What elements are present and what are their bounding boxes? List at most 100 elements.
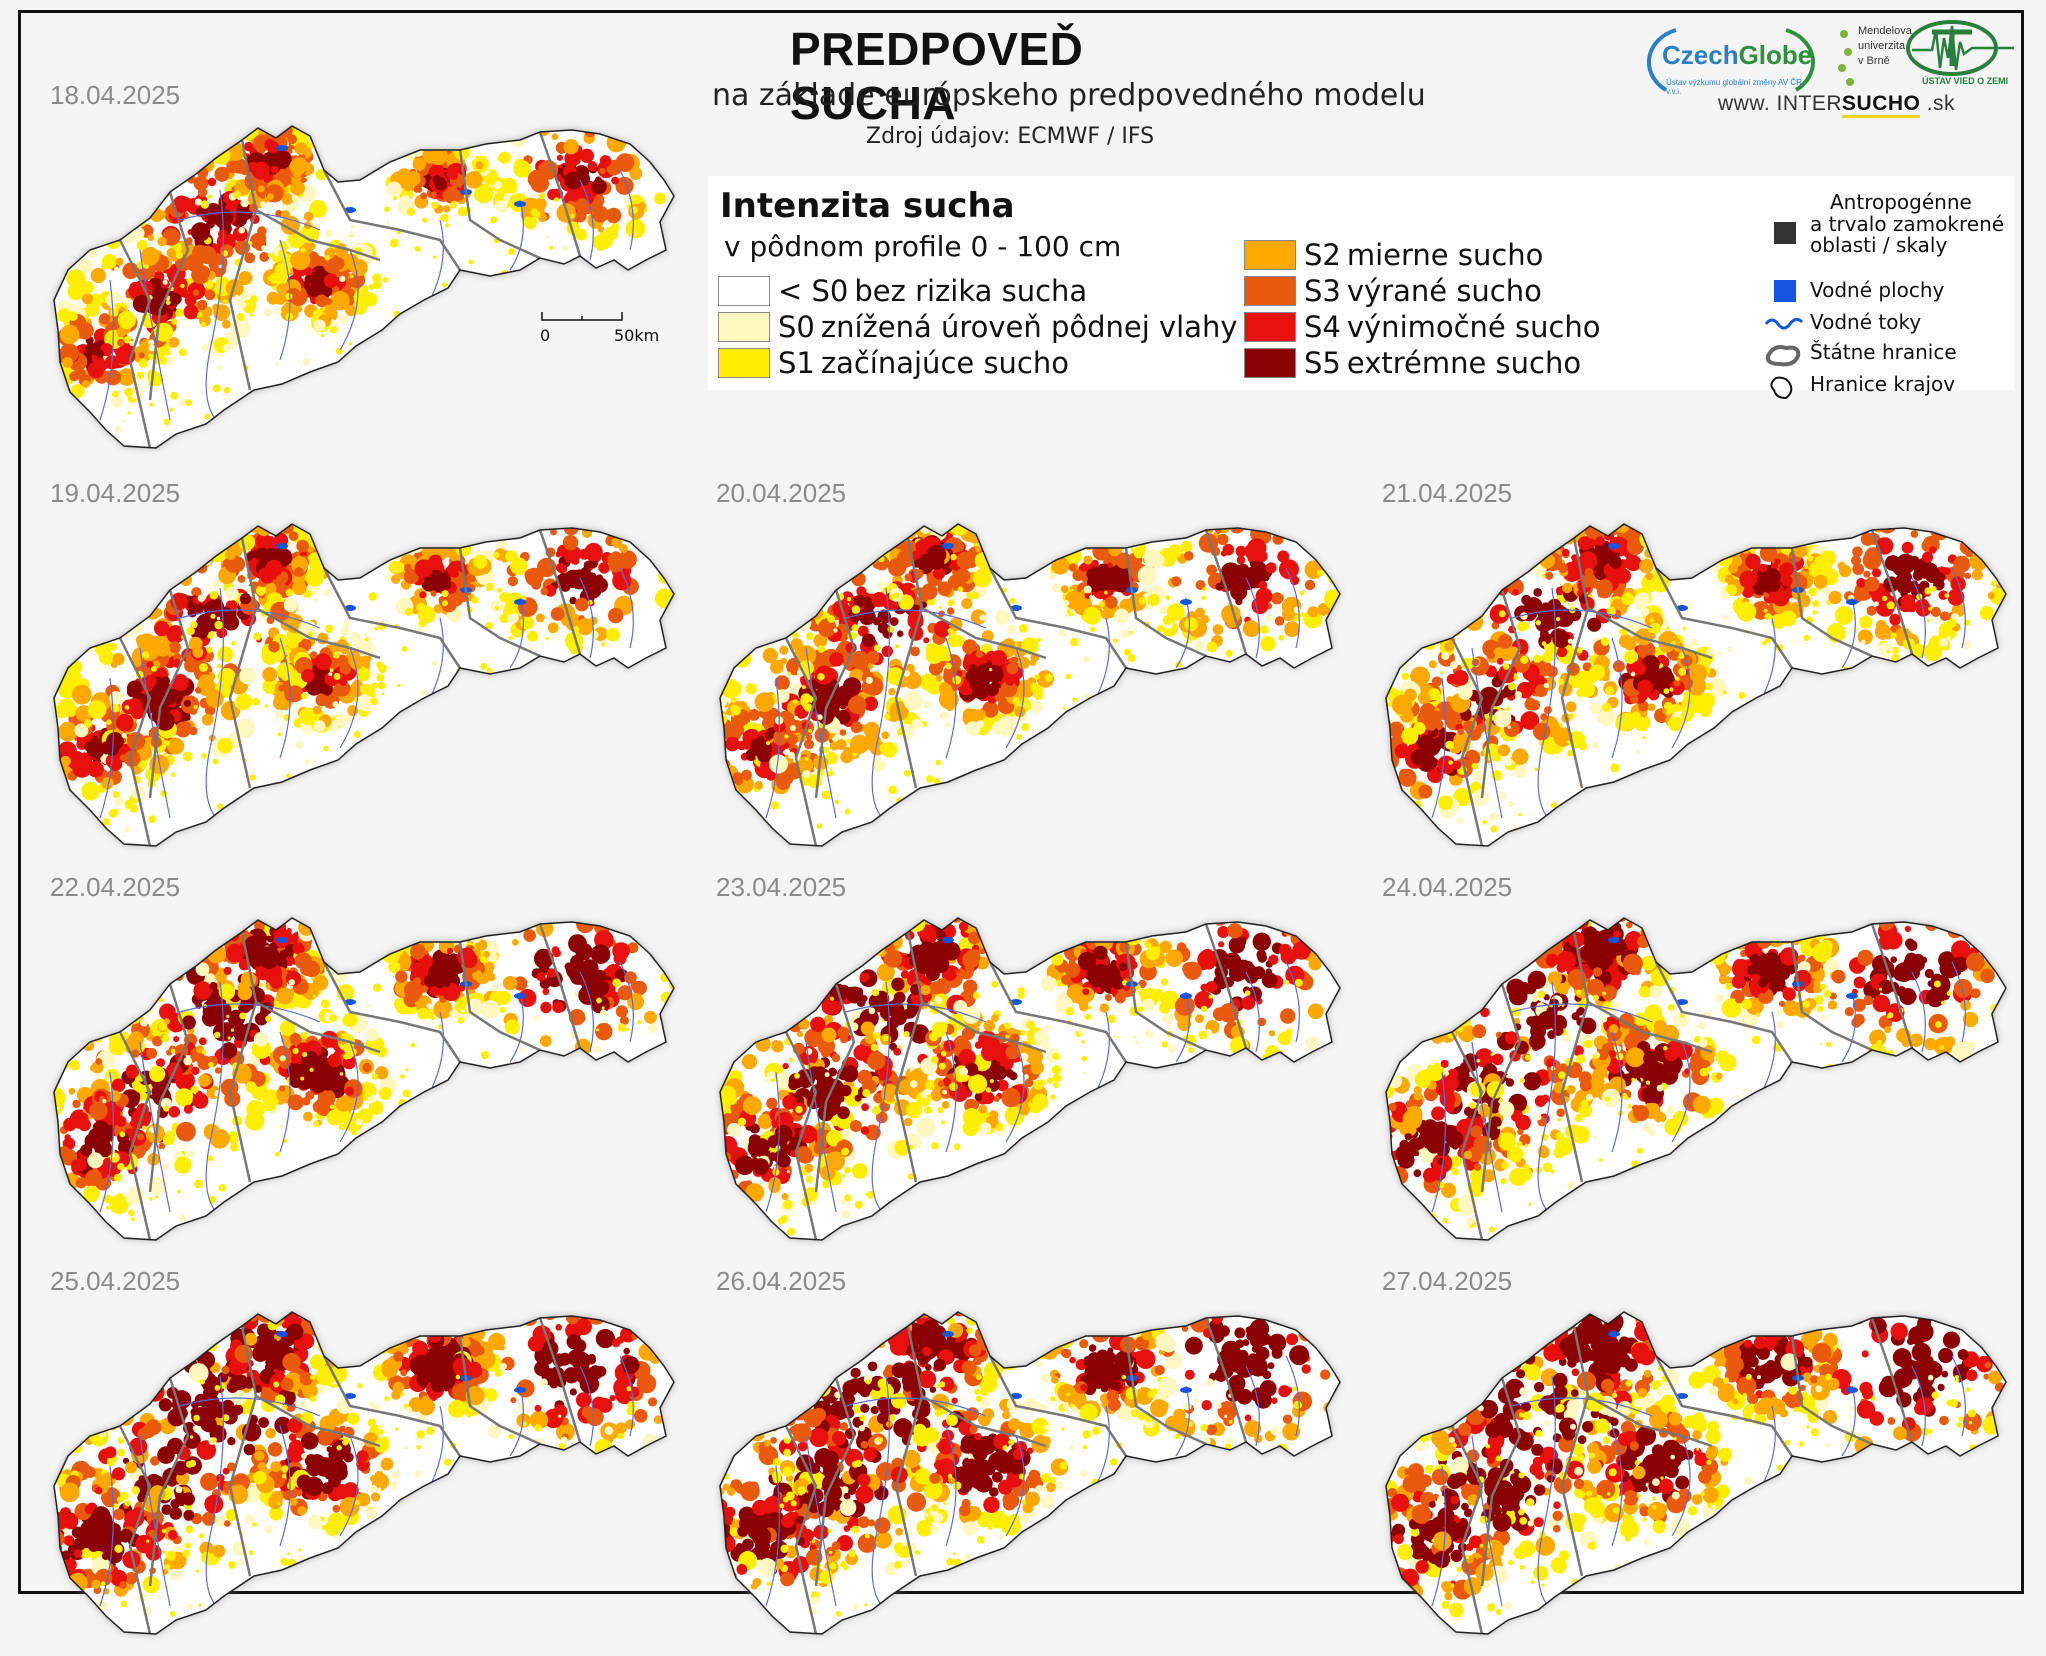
drought-cell (1940, 611, 1950, 621)
drought-cell (862, 634, 876, 648)
drought-cell (497, 278, 505, 286)
drought-cell (191, 534, 204, 547)
drought-cell (469, 260, 474, 265)
drought-cell (265, 184, 283, 202)
drought-cell (1603, 515, 1617, 529)
drought-cell (192, 535, 209, 552)
drought-cell (550, 832, 555, 837)
drought-cell (141, 600, 149, 608)
drought-cell (333, 652, 340, 659)
drought-cell (1902, 542, 1914, 554)
drought-cell (1874, 601, 1879, 606)
drought-cell (45, 336, 58, 349)
website-link[interactable]: www. INTERSUCHO .sk (1718, 92, 1955, 116)
drought-cell (1472, 763, 1479, 770)
drought-cell (1696, 821, 1702, 827)
drought-cell (631, 433, 638, 440)
drought-cell (539, 193, 545, 199)
drought-cell (122, 733, 127, 738)
drought-cell (1378, 770, 1388, 780)
drought-cell (1566, 701, 1577, 712)
drought-cell (1268, 811, 1276, 819)
drought-cell (369, 284, 375, 290)
drought-cell (803, 770, 811, 778)
drought-cell (224, 387, 230, 393)
water-body (514, 599, 526, 605)
drought-cell (100, 1012, 110, 1022)
drought-cell (1528, 520, 1536, 528)
drought-cell (143, 634, 149, 640)
drought-cell (838, 560, 854, 576)
drought-cell (776, 776, 790, 790)
drought-cell (1286, 517, 1303, 534)
drought-cell (893, 521, 903, 531)
drought-cell (578, 575, 592, 589)
drought-cell (535, 737, 543, 745)
drought-cell (880, 533, 887, 540)
drought-cell (184, 1105, 193, 1114)
drought-cell (810, 606, 824, 620)
drought-cell (238, 534, 255, 551)
drought-cell (592, 733, 596, 737)
drought-cell (1441, 652, 1449, 660)
legend-swatch (1244, 348, 1296, 378)
drought-cell (1732, 556, 1743, 567)
drought-cell (950, 517, 969, 536)
drought-cell (198, 603, 205, 610)
drought-cell (704, 729, 716, 741)
drought-cell (1287, 714, 1291, 718)
drought-cell (203, 436, 209, 442)
drought-cell (847, 739, 851, 743)
drought-cell (452, 383, 460, 391)
drought-cell (1302, 805, 1308, 811)
drought-cell (1972, 569, 1983, 580)
drought-cell (975, 781, 979, 785)
drought-cell (1263, 703, 1271, 711)
drought-cell (400, 390, 405, 395)
drought-cell (339, 315, 349, 325)
drought-cell (973, 569, 992, 588)
drought-cell (989, 668, 992, 671)
drought-cell (416, 603, 425, 612)
drought-cell (790, 593, 807, 610)
drought-cell (1682, 810, 1685, 813)
drought-cell (278, 122, 284, 128)
drought-cell (186, 627, 194, 635)
drought-cell (882, 646, 893, 657)
drought-cell (599, 168, 605, 174)
drought-cell (1413, 722, 1426, 735)
drought-cell (179, 349, 187, 357)
drought-cell (402, 336, 406, 340)
drought-cell (44, 742, 60, 758)
drought-cell (1642, 736, 1645, 739)
drought-cell (235, 295, 238, 298)
drought-cell (1448, 760, 1453, 765)
drought-cell (1993, 537, 2002, 546)
drought-cell (586, 422, 590, 426)
drought-cell (384, 207, 390, 213)
drought-cell (945, 663, 952, 670)
drought-cell (301, 669, 314, 682)
drought-cell (573, 100, 591, 118)
drought-cell (315, 295, 328, 308)
drought-cell (1828, 779, 1836, 787)
drought-cell (258, 899, 275, 916)
drought-cell (1555, 532, 1562, 539)
drought-cell (1631, 672, 1636, 677)
drought-cell (843, 677, 861, 695)
drought-cell (487, 793, 496, 802)
drought-cell (405, 426, 408, 429)
drought-cell (267, 193, 274, 200)
drought-cell (441, 410, 446, 415)
drought-cell (183, 160, 197, 174)
drought-cell (1887, 650, 1890, 653)
drought-cell (1769, 707, 1774, 712)
drought-cell (96, 350, 104, 358)
drought-cell (323, 541, 340, 558)
drought-cell (110, 308, 118, 316)
drought-cell (303, 404, 310, 411)
drought-cell (570, 214, 574, 218)
drought-cell (1907, 584, 1913, 590)
drought-cell (1847, 828, 1854, 835)
drought-cell (1441, 703, 1451, 713)
